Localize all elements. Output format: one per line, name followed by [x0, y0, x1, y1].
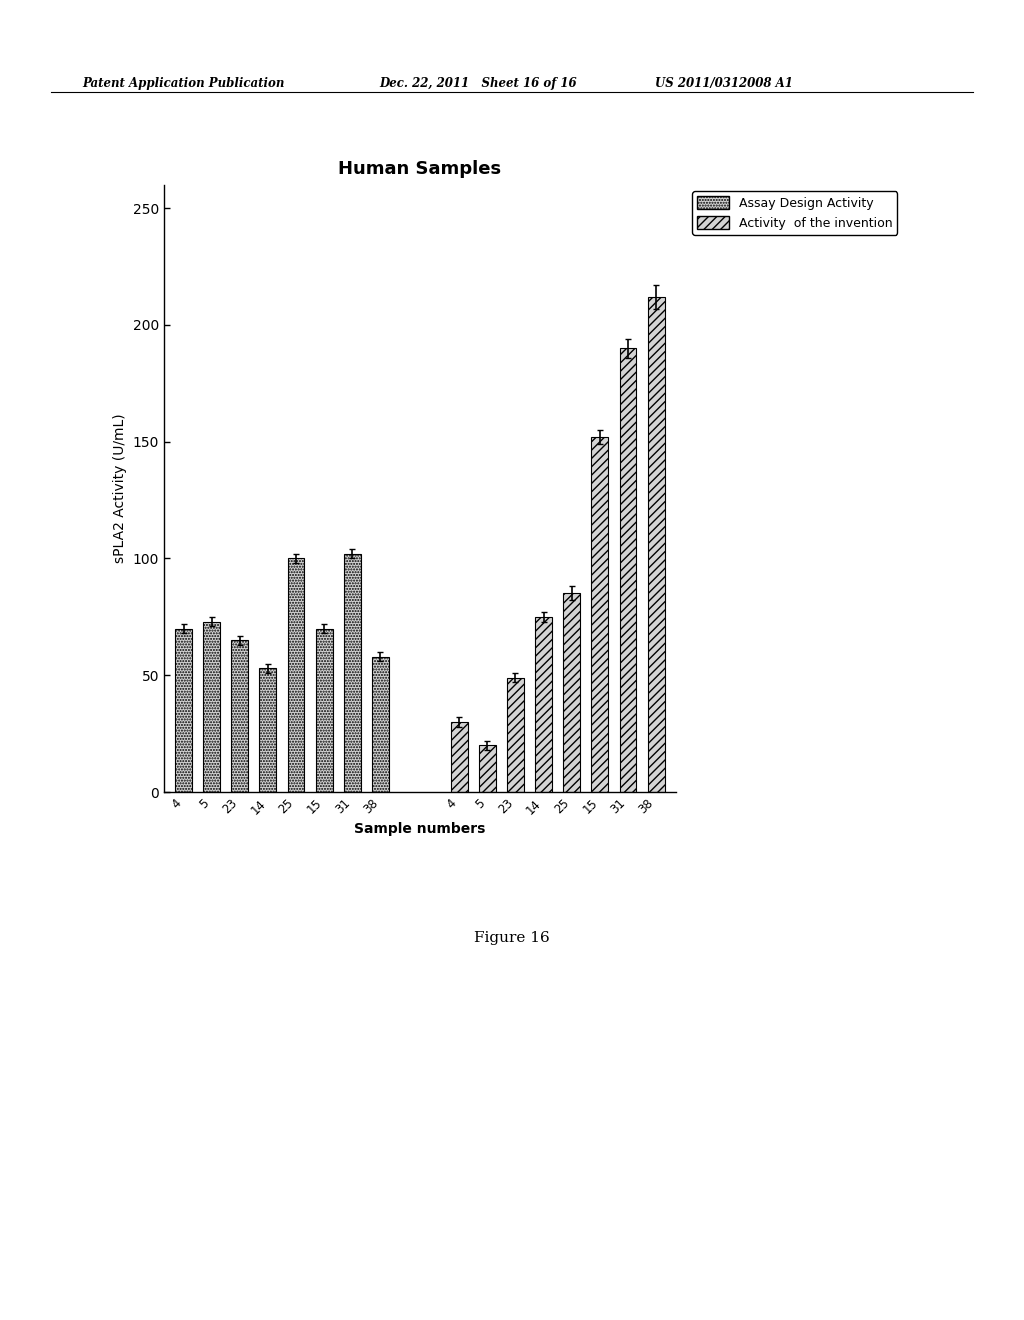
Bar	[372, 656, 389, 792]
Bar	[563, 594, 581, 792]
Bar	[175, 628, 191, 792]
Bar	[507, 677, 524, 792]
Legend: Assay Design Activity, Activity  of the invention: Assay Design Activity, Activity of the i…	[692, 191, 897, 235]
Bar	[536, 616, 552, 792]
Y-axis label: sPLA2 Activity (U/mL): sPLA2 Activity (U/mL)	[113, 413, 127, 564]
Bar	[203, 622, 220, 792]
Bar	[620, 348, 637, 792]
Bar	[259, 668, 276, 792]
Text: Dec. 22, 2011   Sheet 16 of 16: Dec. 22, 2011 Sheet 16 of 16	[379, 77, 577, 90]
Bar	[315, 628, 333, 792]
Text: US 2011/0312008 A1: US 2011/0312008 A1	[655, 77, 794, 90]
Bar	[451, 722, 468, 792]
Bar	[231, 640, 248, 792]
Bar	[288, 558, 304, 792]
Text: Patent Application Publication: Patent Application Publication	[82, 77, 285, 90]
Bar	[648, 297, 665, 792]
X-axis label: Sample numbers: Sample numbers	[354, 822, 485, 836]
Bar	[344, 554, 360, 792]
Text: Figure 16: Figure 16	[474, 931, 550, 945]
Bar	[592, 437, 608, 792]
Title: Human Samples: Human Samples	[338, 160, 502, 178]
Bar	[479, 746, 496, 792]
